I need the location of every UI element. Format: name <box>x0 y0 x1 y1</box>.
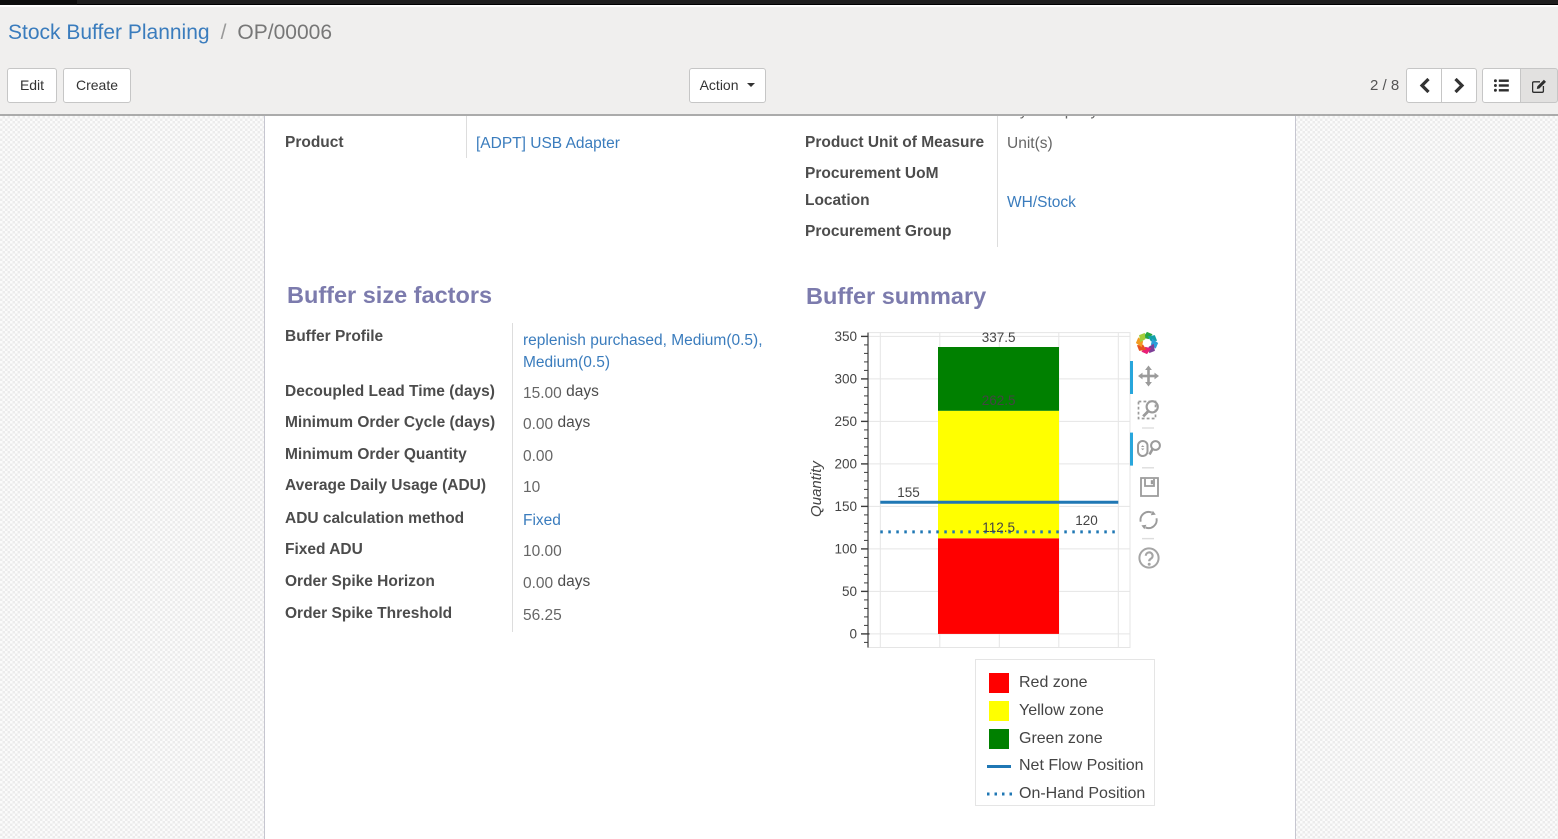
svg-text:262.5: 262.5 <box>982 393 1016 408</box>
svg-text:0: 0 <box>849 627 857 642</box>
svg-text:337.5: 337.5 <box>982 330 1016 345</box>
svg-text:300: 300 <box>834 372 857 387</box>
svg-text:250: 250 <box>834 414 857 429</box>
svg-text:200: 200 <box>834 457 857 472</box>
svg-text:155: 155 <box>897 485 920 500</box>
svg-text:50: 50 <box>842 584 857 599</box>
svg-text:120: 120 <box>1075 513 1098 528</box>
svg-text:100: 100 <box>834 542 857 557</box>
svg-text:350: 350 <box>834 329 857 344</box>
svg-text:112.5: 112.5 <box>982 520 1015 535</box>
svg-text:Quantity: Quantity <box>808 460 825 517</box>
svg-text:150: 150 <box>834 499 857 514</box>
